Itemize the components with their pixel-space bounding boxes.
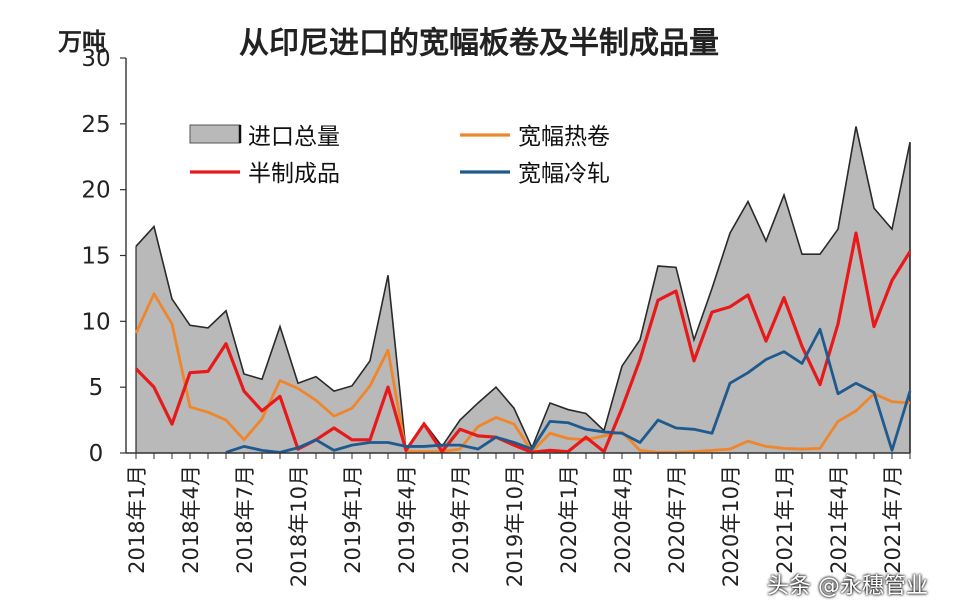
x-tick-label: 2021年1月 — [773, 465, 797, 574]
legend-swatch-total — [189, 124, 241, 144]
y-tick-label: 10 — [81, 309, 110, 335]
legend-label-1: 宽幅热卷 — [518, 124, 610, 150]
watermark-text: 头条 @永穗管业 — [767, 574, 928, 599]
legend-label-2: 半制成品 — [248, 161, 340, 187]
x-tick-label: 2018年4月 — [179, 465, 203, 574]
x-tick-label: 2019年7月 — [449, 465, 473, 574]
y-tick-label: 25 — [81, 112, 110, 138]
x-tick-label: 2019年4月 — [395, 465, 419, 574]
x-tick-label: 2018年10月 — [287, 465, 311, 587]
legend-label-0: 进口总量 — [248, 124, 340, 150]
x-tick-label: 2020年7月 — [665, 465, 689, 574]
area-series-total — [136, 126, 910, 453]
y-axis-unit: 万吨 — [58, 27, 106, 56]
x-tick-label: 2018年7月 — [233, 465, 257, 574]
y-tick-label: 0 — [89, 441, 104, 467]
line-series-3 — [225, 327, 912, 454]
chart-title: 从印尼进口的宽幅板卷及半制成品量 — [239, 26, 719, 61]
x-tick-label: 2021年4月 — [827, 465, 851, 574]
y-tick-label: 5 — [89, 375, 104, 401]
legend-label-3: 宽幅冷轧 — [518, 161, 610, 187]
y-tick-label: 30 — [81, 46, 110, 72]
x-tick-label: 2020年1月 — [557, 465, 581, 574]
area-series-edge — [135, 126, 911, 453]
line-series-2 — [134, 231, 912, 454]
x-tick-label: 2021年7月 — [881, 465, 905, 574]
line-series-1 — [134, 292, 911, 454]
x-tick-label: 2020年10月 — [719, 465, 743, 587]
x-tick-label: 2020年4月 — [611, 465, 635, 574]
axes: 2018年1月 2018年4月 2018年7月 2018年10月 2019年1月 2019… — [125, 58, 911, 587]
x-tick-label: 2019年1月 — [341, 465, 365, 574]
area-layer — [135, 126, 911, 453]
x-tick-label: 2018年1月 — [125, 465, 149, 574]
x-tick-label: 2019年10月 — [503, 465, 527, 587]
y-tick-label: 15 — [81, 244, 110, 270]
y-tick-label: 20 — [81, 178, 110, 204]
y-axis-ticks: 0 5 10 15 20 25 30 — [81, 46, 126, 467]
line-layer — [134, 231, 912, 454]
